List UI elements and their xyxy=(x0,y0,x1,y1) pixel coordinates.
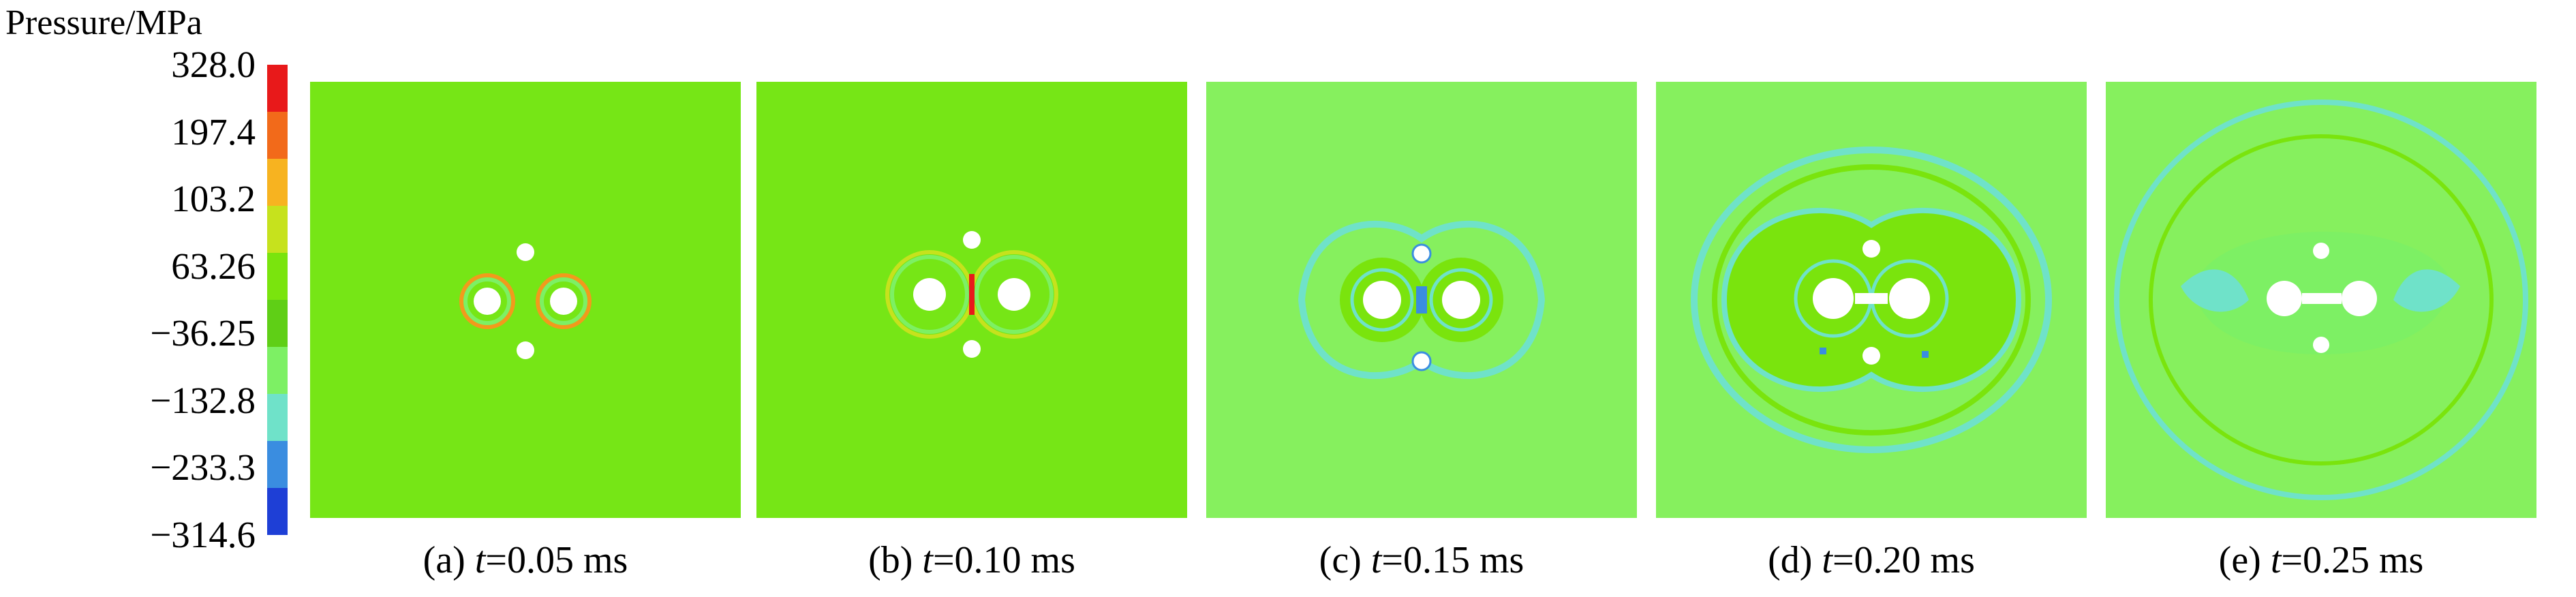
color-segment xyxy=(267,206,288,253)
caption-e: (e) t=0.25 ms xyxy=(2219,538,2424,582)
color-segment xyxy=(267,253,288,300)
caption-variable: t xyxy=(1370,539,1382,581)
caption-value: =0.25 ms xyxy=(2281,539,2424,581)
caption-label: (c) xyxy=(1319,539,1362,581)
caption-variable: t xyxy=(474,539,486,581)
pressure-contour-c xyxy=(1206,82,1637,518)
caption-label: (a) xyxy=(423,539,465,581)
caption-d: (d) t=0.20 ms xyxy=(1768,538,1975,582)
caption-value: =0.20 ms xyxy=(1832,539,1975,581)
caption-b: (b) t=0.10 ms xyxy=(868,538,1075,582)
legend-label: −314.6 xyxy=(150,514,256,555)
caption-variable: t xyxy=(1822,539,1833,581)
contour-image-b xyxy=(756,82,1187,518)
color-segment xyxy=(267,394,288,441)
contour-image-c xyxy=(1206,82,1637,518)
caption-label: (d) xyxy=(1768,539,1813,581)
caption-value: =0.15 ms xyxy=(1381,539,1524,581)
legend-label: 328.0 xyxy=(171,44,256,85)
caption-value: =0.10 ms xyxy=(932,539,1075,581)
legend-label: 63.26 xyxy=(171,245,256,287)
color-scale-labels: 328.0 197.4 103.2 63.26 −36.25 −132.8 −2… xyxy=(0,44,256,555)
contour-image-e xyxy=(2106,82,2536,518)
color-segment xyxy=(267,488,288,535)
color-segment xyxy=(267,300,288,347)
caption-value: =0.05 ms xyxy=(485,539,628,581)
pressure-contour-b xyxy=(756,82,1187,518)
caption-label: (b) xyxy=(868,539,913,581)
color-scale-bar xyxy=(267,65,288,535)
pressure-contour-d xyxy=(1656,82,2087,518)
legend-label: −132.8 xyxy=(150,379,256,421)
legend-title: Pressure/MPa xyxy=(5,3,202,42)
legend-label: 103.2 xyxy=(171,178,256,220)
pressure-contour-a xyxy=(310,82,741,518)
caption-variable: t xyxy=(2270,539,2282,581)
color-segment xyxy=(267,441,288,488)
color-segment xyxy=(267,159,288,206)
pressure-contour-e xyxy=(2106,82,2536,518)
legend-label: 197.4 xyxy=(171,110,256,153)
contour-image-d xyxy=(1656,82,2087,518)
legend-label: −36.25 xyxy=(150,312,256,354)
caption-label: (e) xyxy=(2218,539,2261,581)
caption-a: (a) t=0.05 ms xyxy=(423,538,628,582)
color-segment xyxy=(267,112,288,159)
color-segment xyxy=(267,65,288,112)
caption-c: (c) t=0.15 ms xyxy=(1319,538,1524,582)
legend-label: −233.3 xyxy=(150,446,256,489)
caption-variable: t xyxy=(922,539,933,581)
color-segment xyxy=(267,347,288,394)
contour-image-a xyxy=(310,82,741,518)
